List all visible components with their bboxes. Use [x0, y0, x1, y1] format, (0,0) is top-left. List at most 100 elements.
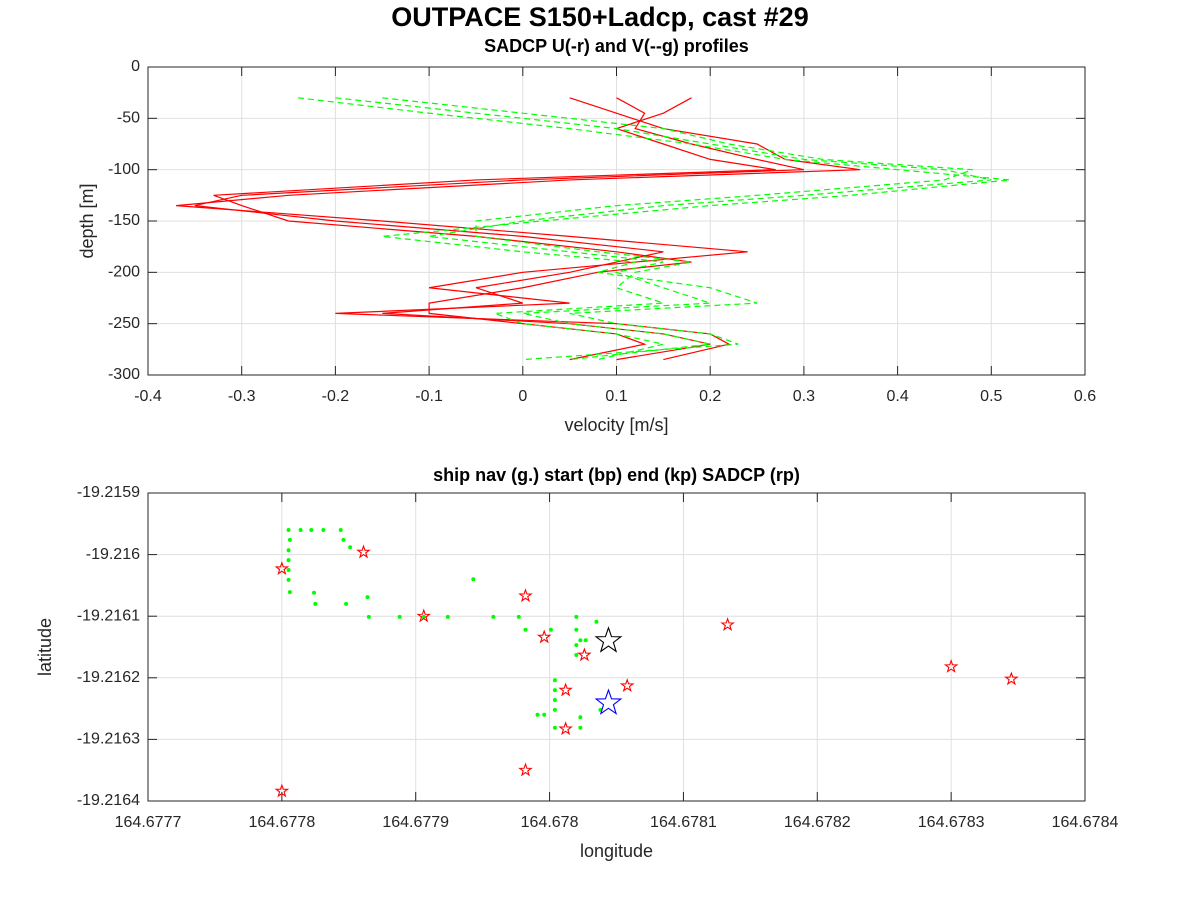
x-tick-label: 164.6783 — [918, 814, 985, 831]
star-marker — [356, 544, 371, 559]
x-tick-label: 0.3 — [793, 388, 815, 405]
x-axis-label: velocity [m/s] — [564, 415, 668, 435]
axes-title: ship nav (g.) start (bp) end (kp) SADCP … — [433, 465, 800, 485]
x-tick-label: 164.6778 — [248, 814, 315, 831]
axes-box — [147, 66, 1086, 376]
nav-point — [548, 627, 553, 632]
x-tick-label: 0.4 — [886, 388, 908, 405]
star-marker — [594, 626, 623, 653]
y-tick-label: -100 — [108, 161, 140, 178]
nav-point — [366, 614, 371, 619]
star-marker — [558, 721, 573, 736]
nav-point — [313, 601, 318, 606]
nav-point — [552, 697, 557, 702]
y-tick-label: -19.2162 — [77, 669, 140, 686]
x-tick-label: 0.2 — [699, 388, 721, 405]
x-tick-label: 0.1 — [605, 388, 627, 405]
nav-point — [574, 643, 579, 648]
star-marker — [536, 629, 552, 644]
nav-point — [574, 614, 579, 619]
star-marker — [558, 682, 573, 697]
nav-point — [286, 558, 291, 563]
nav-point — [286, 577, 291, 582]
x-tick-label: -0.4 — [134, 388, 162, 405]
x-tick-label: 0.5 — [980, 388, 1002, 405]
nav-point — [552, 678, 557, 683]
plot-area — [176, 97, 1011, 361]
nav-point — [574, 627, 579, 632]
x-tick-label: -0.2 — [322, 388, 350, 405]
x-tick-label: 0 — [518, 388, 527, 405]
nav-point — [535, 712, 540, 717]
nav-point — [552, 688, 557, 693]
nav-point — [397, 614, 402, 619]
y-axis-label: latitude — [35, 618, 55, 676]
y-tick-label: -300 — [108, 366, 140, 383]
nav-point — [594, 619, 599, 624]
y-axis-label: depth [m] — [77, 183, 97, 258]
star-marker — [274, 561, 290, 575]
plot-area — [274, 527, 1019, 798]
nav-point — [552, 707, 557, 712]
y-tick-label: -250 — [108, 315, 140, 332]
nav-point — [421, 614, 426, 619]
y-tick-label: 0 — [131, 58, 140, 75]
nav-point — [311, 590, 316, 595]
nav-point — [491, 614, 496, 619]
star-marker — [1004, 671, 1019, 686]
star-marker — [518, 762, 533, 777]
nav-point — [344, 601, 349, 606]
x-tick-label: 164.6781 — [650, 814, 717, 831]
nav-point — [298, 527, 303, 532]
axes-background — [148, 493, 1085, 801]
star-marker — [416, 608, 432, 623]
axes-box — [147, 492, 1086, 802]
nav-point — [348, 545, 353, 550]
nav-point — [578, 638, 583, 643]
nav-point — [287, 537, 292, 542]
y-tick-label: -150 — [108, 212, 140, 229]
nav-point — [578, 715, 583, 720]
x-tick-label: -0.1 — [415, 388, 443, 405]
nav-point — [321, 527, 326, 532]
y-tick-label: -19.2163 — [77, 731, 140, 748]
star-marker — [619, 678, 635, 693]
figure-title: OUTPACE S150+Ladcp, cast #29 — [391, 2, 808, 32]
profile-line — [297, 97, 1011, 361]
star-marker — [943, 659, 959, 673]
y-tick-label: -19.2161 — [77, 607, 140, 624]
x-tick-label: 164.678 — [521, 814, 579, 831]
x-tick-label: 164.6777 — [115, 814, 182, 831]
nav-point — [286, 568, 291, 572]
nav-point — [287, 590, 292, 595]
nav-point — [583, 638, 588, 643]
nav-point — [516, 614, 521, 619]
nav-point — [578, 725, 583, 730]
y-tick-label: -50 — [117, 110, 140, 127]
axes-title: SADCP U(-r) and V(--g) profiles — [484, 36, 749, 56]
nav-point — [286, 527, 291, 532]
x-axis-label: longitude — [580, 841, 653, 861]
nav-point — [552, 725, 557, 730]
nav-point — [542, 712, 547, 717]
star-marker — [577, 647, 592, 662]
nav-point — [365, 595, 370, 600]
star-marker — [720, 617, 735, 632]
nav-point — [341, 537, 346, 542]
nav-point — [574, 653, 579, 658]
star-marker — [594, 688, 623, 715]
x-tick-label: -0.3 — [228, 388, 256, 405]
nav-point — [523, 627, 528, 632]
x-tick-label: 164.6779 — [382, 814, 449, 831]
y-tick-label: -19.2164 — [77, 792, 140, 809]
nav-point — [471, 577, 476, 582]
nav-point — [309, 527, 314, 532]
x-tick-label: 0.6 — [1074, 388, 1096, 405]
nav-point — [445, 614, 450, 619]
star-marker — [274, 783, 290, 798]
profile-line — [176, 97, 861, 361]
y-tick-label: -19.2159 — [77, 484, 140, 501]
star-marker — [518, 588, 533, 603]
